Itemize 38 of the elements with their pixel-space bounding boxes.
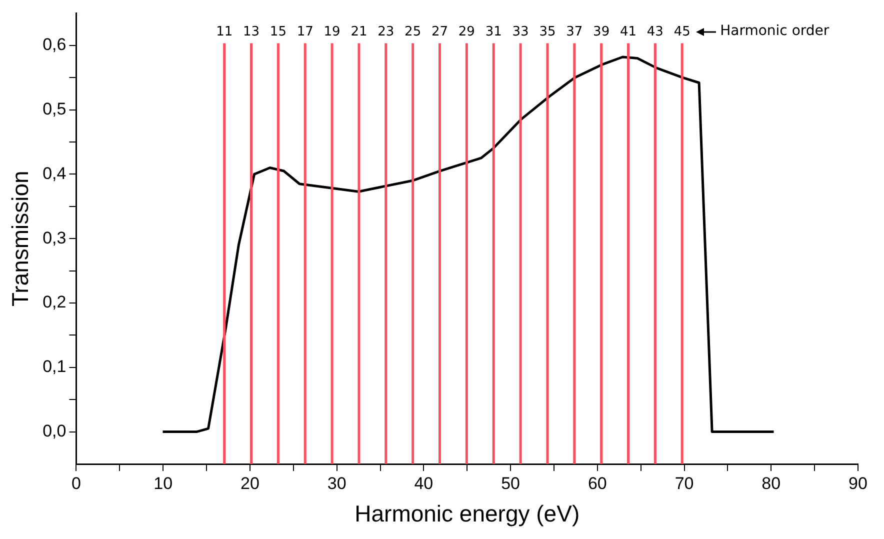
y-tick-label: 0,4	[42, 164, 66, 183]
annotation: 37	[566, 24, 583, 40]
annotation: Harmonic order	[720, 23, 830, 40]
annotation: 29	[458, 24, 475, 40]
x-tick-label: 20	[240, 474, 260, 493]
x-axis-title: Harmonic energy (eV)	[354, 500, 580, 527]
annotation: 13	[242, 24, 260, 40]
y-tick-label: 0,0	[42, 421, 66, 440]
x-tick-label: 70	[674, 474, 694, 493]
annotation: 39	[593, 24, 610, 40]
x-tick-label: 90	[848, 474, 868, 493]
x-tick-label: 0	[72, 474, 81, 493]
annotation: 35	[539, 24, 556, 40]
annotation: 33	[512, 24, 529, 40]
y-axis-title: Transmission	[7, 170, 34, 307]
y-tick-label: 0,6	[42, 35, 66, 54]
annotation: 25	[404, 24, 422, 40]
y-tick-label: 0,5	[42, 99, 66, 118]
x-tick-label: 80	[762, 474, 781, 493]
x-tick-label: 60	[588, 474, 607, 493]
annotation: 21	[350, 24, 368, 40]
annotation: 17	[296, 24, 314, 40]
annotation: 19	[324, 24, 340, 40]
x-tick-label: 10	[154, 474, 173, 493]
annotation: 15	[270, 24, 286, 40]
x-tick-label: 30	[327, 474, 346, 493]
annotation: 31	[485, 24, 502, 40]
annotation: 27	[431, 24, 448, 40]
annotation: 23	[378, 24, 394, 40]
y-tick-label: 0,3	[42, 228, 66, 248]
x-tick-label: 50	[501, 474, 520, 493]
annotation: 43	[646, 24, 664, 40]
y-tick-label: 0,1	[42, 357, 66, 376]
annotation: 41	[620, 24, 637, 40]
y-tick-label: 0,2	[42, 292, 66, 312]
x-tick-label: 40	[414, 474, 434, 493]
annotation: 45	[674, 24, 690, 40]
annotation: 11	[216, 24, 233, 40]
